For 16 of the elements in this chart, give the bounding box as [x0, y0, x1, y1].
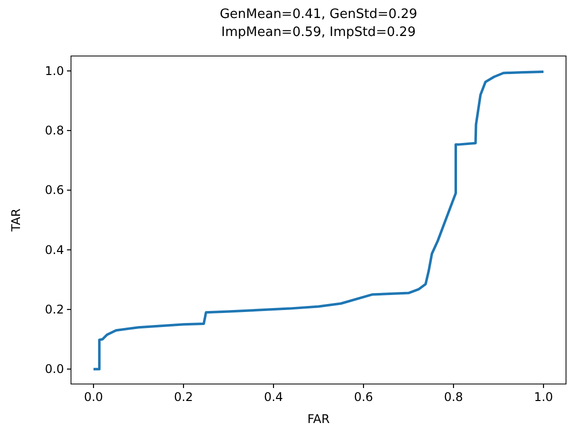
x-tick-label: 1.0: [534, 390, 554, 404]
x-tick-label: 0.4: [264, 390, 284, 404]
y-tick-label: 1.0: [44, 64, 64, 78]
x-axis-title: FAR: [307, 412, 330, 425]
x-tick-label: 0.0: [84, 390, 104, 404]
x-tick-label: 0.8: [444, 390, 464, 404]
line-series: [92, 70, 545, 370]
y-axis-title: TAR: [9, 208, 23, 232]
y-tick-label: 0.2: [44, 302, 64, 316]
x-tick-label: 0.2: [174, 390, 194, 404]
y-tick-label: 0.4: [44, 242, 64, 257]
y-tick-label: 0.8: [44, 124, 64, 138]
chart-title: GenMean=0.41, GenStd=0.29 ImpMean=0.59, ImpStd=0.29: [220, 7, 418, 40]
y-tick-label: 0.6: [44, 183, 64, 198]
y-tick-label: 0.0: [44, 362, 64, 376]
x-tick-label: 0.6: [354, 390, 374, 404]
